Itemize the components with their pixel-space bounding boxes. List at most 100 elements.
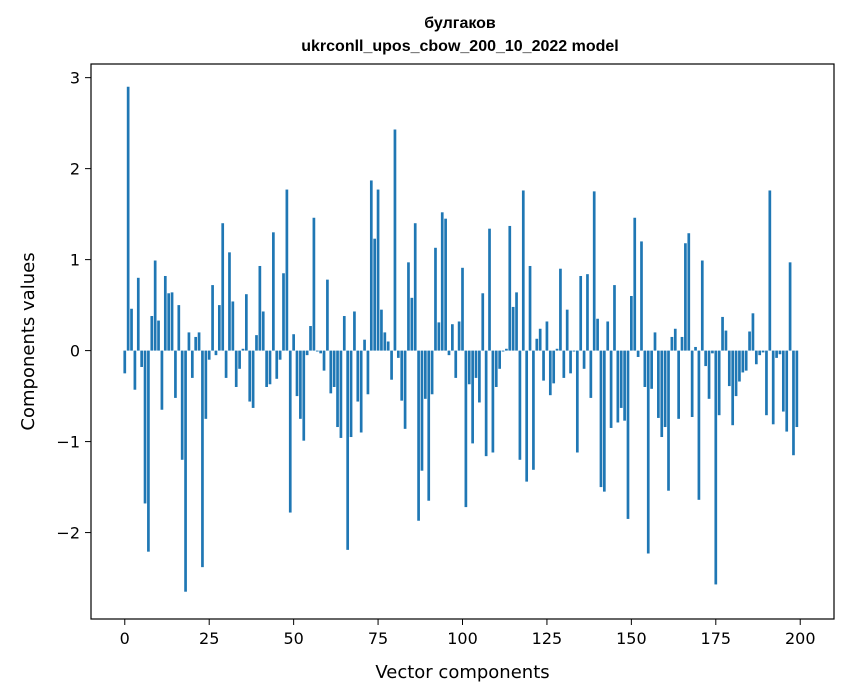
bar xyxy=(326,279,329,351)
bar xyxy=(427,350,431,501)
bar xyxy=(532,350,535,470)
bar xyxy=(586,274,589,351)
bar xyxy=(251,350,255,408)
bar xyxy=(258,265,262,351)
bar xyxy=(265,350,268,387)
bar xyxy=(788,262,792,351)
bar xyxy=(687,233,691,351)
bar xyxy=(407,262,410,351)
bar xyxy=(734,350,738,397)
bar xyxy=(451,324,454,351)
y-tick-label: 3 xyxy=(70,69,80,88)
bar xyxy=(721,316,724,351)
chart-subtitle: ukrconll_upos_cbow_200_10_2022 model xyxy=(301,38,618,55)
bar xyxy=(272,232,275,351)
bar xyxy=(491,350,495,453)
bar xyxy=(275,350,279,379)
bar xyxy=(194,336,198,351)
bar xyxy=(643,350,647,387)
bar xyxy=(538,328,542,351)
bar xyxy=(130,308,133,351)
bar xyxy=(248,350,252,402)
bar xyxy=(201,350,204,568)
bar xyxy=(771,350,775,425)
bar xyxy=(738,350,741,382)
bar xyxy=(322,350,326,371)
bar xyxy=(707,350,711,399)
bar xyxy=(339,350,343,438)
bar xyxy=(690,350,694,418)
bar xyxy=(792,350,795,456)
bar xyxy=(508,225,512,351)
bar xyxy=(278,350,282,360)
bar xyxy=(288,350,292,513)
bar xyxy=(123,350,127,374)
bar xyxy=(731,350,735,426)
bar xyxy=(704,350,708,367)
bar xyxy=(626,350,630,519)
bar xyxy=(548,350,552,396)
bar xyxy=(761,350,765,353)
bar xyxy=(380,309,383,351)
bar xyxy=(700,260,704,351)
bar xyxy=(133,350,137,390)
bar xyxy=(366,350,370,395)
bar xyxy=(653,332,657,351)
x-tick-label: 0 xyxy=(120,629,130,648)
bar xyxy=(295,350,299,397)
bar xyxy=(234,350,238,387)
bar xyxy=(758,350,762,356)
bar xyxy=(143,350,147,504)
bar xyxy=(619,350,623,408)
bar xyxy=(660,350,664,438)
bar xyxy=(228,252,231,351)
bar xyxy=(376,189,380,351)
x-tick-label: 100 xyxy=(447,629,478,648)
bar xyxy=(413,223,417,351)
bar xyxy=(420,350,424,471)
bar xyxy=(599,350,603,488)
bar xyxy=(261,311,265,351)
bar xyxy=(170,292,174,351)
bar xyxy=(430,350,434,395)
bar xyxy=(724,330,728,351)
x-tick-label: 75 xyxy=(368,629,388,648)
bar xyxy=(147,350,150,552)
bar xyxy=(396,350,400,358)
bar xyxy=(488,228,491,351)
x-axis-label: Vector components xyxy=(375,662,549,683)
bar xyxy=(403,350,407,429)
bar xyxy=(697,350,701,500)
bar xyxy=(569,350,572,374)
bar xyxy=(434,247,437,351)
bar xyxy=(478,350,481,403)
bar xyxy=(717,350,721,416)
bar xyxy=(545,321,549,351)
bar xyxy=(282,273,285,351)
bar xyxy=(751,313,755,351)
bar xyxy=(342,316,346,351)
bar xyxy=(559,268,562,351)
bar xyxy=(312,217,316,351)
bar xyxy=(555,348,559,351)
bar xyxy=(359,350,363,433)
bar xyxy=(582,350,586,369)
bar xyxy=(602,350,606,492)
x-tick-label: 150 xyxy=(616,629,647,648)
bar xyxy=(457,321,461,351)
bar xyxy=(207,350,211,360)
bar xyxy=(400,350,404,401)
y-axis: −2 −1 0 1 2 3 xyxy=(56,69,91,543)
bar xyxy=(623,350,626,421)
bar xyxy=(484,350,488,457)
bar xyxy=(552,350,556,384)
bar xyxy=(646,350,650,554)
bar xyxy=(437,322,441,351)
bar xyxy=(562,350,566,378)
bar xyxy=(505,348,508,351)
bar xyxy=(184,350,187,592)
y-tick-label: 1 xyxy=(70,251,80,270)
bar xyxy=(775,350,778,358)
bar xyxy=(197,332,201,351)
